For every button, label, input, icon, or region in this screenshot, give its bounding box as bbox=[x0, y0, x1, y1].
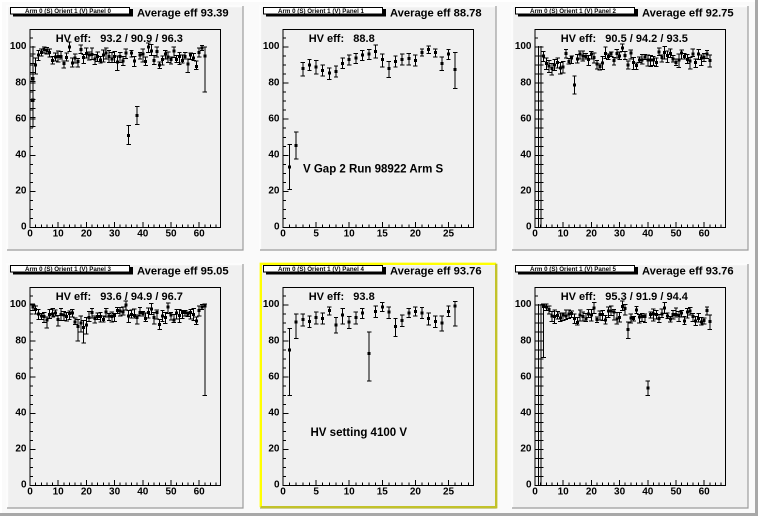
svg-text:20: 20 bbox=[15, 444, 27, 455]
svg-text:20: 20 bbox=[586, 229, 598, 240]
svg-text:5: 5 bbox=[313, 487, 319, 498]
svg-text:5: 5 bbox=[313, 229, 319, 240]
svg-text:Arm 0 (S) Orient 1 (V) Panel 1: Arm 0 (S) Orient 1 (V) Panel 1 bbox=[278, 8, 365, 15]
svg-text:20: 20 bbox=[81, 229, 93, 240]
svg-text:30: 30 bbox=[614, 487, 626, 498]
svg-text:10: 10 bbox=[558, 487, 570, 498]
svg-text:80: 80 bbox=[521, 77, 533, 88]
svg-text:60: 60 bbox=[699, 229, 711, 240]
svg-text:80: 80 bbox=[268, 335, 280, 346]
svg-text:Average eff 93.76: Average eff 93.76 bbox=[642, 266, 734, 278]
svg-text:60: 60 bbox=[268, 113, 280, 124]
svg-text:HV setting 4100 V: HV setting 4100 V bbox=[310, 427, 407, 439]
svg-text:Average eff 95.05: Average eff 95.05 bbox=[137, 266, 229, 278]
svg-text:0: 0 bbox=[274, 480, 280, 491]
svg-text:50: 50 bbox=[165, 487, 177, 498]
svg-text:100: 100 bbox=[515, 41, 532, 52]
svg-text:20: 20 bbox=[81, 487, 93, 498]
svg-text:50: 50 bbox=[671, 487, 683, 498]
svg-text:100: 100 bbox=[10, 41, 27, 52]
svg-text:0: 0 bbox=[526, 480, 532, 491]
svg-text:HV eff: 93.6 / 94.9 / 96.7: HV eff: 93.6 / 94.9 / 96.7 bbox=[56, 291, 183, 303]
svg-text:40: 40 bbox=[137, 229, 149, 240]
svg-text:V Gap 2 Run 98922 Arm S: V Gap 2 Run 98922 Arm S bbox=[303, 164, 444, 176]
svg-text:80: 80 bbox=[268, 77, 280, 88]
svg-text:Arm 0 (S) Orient 1 (V) Panel 3: Arm 0 (S) Orient 1 (V) Panel 3 bbox=[25, 266, 112, 273]
svg-text:30: 30 bbox=[109, 487, 121, 498]
svg-text:60: 60 bbox=[699, 487, 711, 498]
svg-text:20: 20 bbox=[409, 229, 421, 240]
svg-text:20: 20 bbox=[268, 186, 280, 197]
svg-text:80: 80 bbox=[521, 335, 533, 346]
svg-text:Average eff 93.39: Average eff 93.39 bbox=[137, 8, 229, 20]
svg-text:20: 20 bbox=[521, 186, 533, 197]
svg-text:0: 0 bbox=[21, 222, 27, 233]
svg-text:20: 20 bbox=[268, 444, 280, 455]
svg-text:100: 100 bbox=[262, 41, 279, 52]
svg-text:Average eff 92.75: Average eff 92.75 bbox=[642, 8, 734, 20]
svg-text:HV eff: 93.2 / 90.9 / 96.3: HV eff: 93.2 / 90.9 / 96.3 bbox=[56, 33, 183, 45]
svg-text:40: 40 bbox=[15, 150, 27, 161]
svg-text:60: 60 bbox=[268, 371, 280, 382]
svg-text:10: 10 bbox=[53, 487, 65, 498]
svg-text:60: 60 bbox=[194, 229, 206, 240]
svg-text:60: 60 bbox=[521, 371, 533, 382]
svg-text:100: 100 bbox=[10, 299, 27, 310]
svg-text:10: 10 bbox=[53, 229, 65, 240]
svg-text:10: 10 bbox=[343, 487, 355, 498]
svg-text:40: 40 bbox=[137, 487, 149, 498]
svg-text:0: 0 bbox=[280, 229, 286, 240]
svg-text:20: 20 bbox=[409, 487, 421, 498]
svg-text:Arm 0 (S) Orient 1 (V) Panel 5: Arm 0 (S) Orient 1 (V) Panel 5 bbox=[530, 266, 617, 273]
svg-text:40: 40 bbox=[268, 408, 280, 419]
svg-text:10: 10 bbox=[558, 229, 570, 240]
svg-text:40: 40 bbox=[268, 150, 280, 161]
svg-text:25: 25 bbox=[443, 229, 455, 240]
svg-text:0: 0 bbox=[27, 487, 33, 498]
svg-text:HV eff: 90.5 / 94.2 / 93.5: HV eff: 90.5 / 94.2 / 93.5 bbox=[561, 33, 688, 45]
svg-text:Arm 0 (S) Orient 1 (V) Panel 0: Arm 0 (S) Orient 1 (V) Panel 0 bbox=[25, 8, 112, 15]
svg-text:20: 20 bbox=[586, 487, 598, 498]
svg-text:40: 40 bbox=[15, 408, 27, 419]
svg-text:60: 60 bbox=[15, 113, 27, 124]
svg-text:40: 40 bbox=[521, 408, 533, 419]
svg-text:20: 20 bbox=[521, 444, 533, 455]
svg-text:30: 30 bbox=[109, 229, 121, 240]
svg-text:Arm 0 (S) Orient 1 (V) Panel 2: Arm 0 (S) Orient 1 (V) Panel 2 bbox=[530, 8, 617, 15]
svg-text:50: 50 bbox=[671, 229, 683, 240]
svg-text:100: 100 bbox=[515, 299, 532, 310]
svg-text:80: 80 bbox=[15, 335, 27, 346]
svg-text:60: 60 bbox=[15, 371, 27, 382]
svg-text:Average eff 93.76: Average eff 93.76 bbox=[390, 266, 482, 278]
svg-text:40: 40 bbox=[643, 487, 655, 498]
svg-text:100: 100 bbox=[262, 299, 279, 310]
svg-text:20: 20 bbox=[15, 186, 27, 197]
svg-text:30: 30 bbox=[614, 229, 626, 240]
svg-text:Average eff 88.78: Average eff 88.78 bbox=[390, 8, 482, 20]
svg-text:10: 10 bbox=[343, 229, 355, 240]
svg-text:60: 60 bbox=[194, 487, 206, 498]
svg-text:25: 25 bbox=[443, 487, 455, 498]
svg-text:0: 0 bbox=[533, 229, 539, 240]
svg-text:0: 0 bbox=[27, 229, 33, 240]
svg-text:40: 40 bbox=[521, 150, 533, 161]
svg-text:15: 15 bbox=[376, 229, 388, 240]
svg-text:HV eff: 95.3 / 91.9 / 94.4: HV eff: 95.3 / 91.9 / 94.4 bbox=[561, 291, 689, 303]
svg-text:0: 0 bbox=[533, 487, 539, 498]
svg-text:50: 50 bbox=[165, 229, 177, 240]
svg-text:HV eff: 88.8: HV eff: 88.8 bbox=[308, 33, 374, 45]
svg-text:15: 15 bbox=[376, 487, 388, 498]
svg-text:HV eff: 93.8: HV eff: 93.8 bbox=[308, 291, 374, 303]
svg-text:0: 0 bbox=[21, 480, 27, 491]
svg-text:0: 0 bbox=[280, 487, 286, 498]
svg-text:0: 0 bbox=[526, 222, 532, 233]
svg-text:Arm 0 (S) Orient 1 (V) Panel 4: Arm 0 (S) Orient 1 (V) Panel 4 bbox=[278, 266, 365, 273]
svg-text:80: 80 bbox=[15, 77, 27, 88]
svg-text:60: 60 bbox=[521, 113, 533, 124]
svg-text:40: 40 bbox=[643, 229, 655, 240]
svg-text:0: 0 bbox=[274, 222, 280, 233]
